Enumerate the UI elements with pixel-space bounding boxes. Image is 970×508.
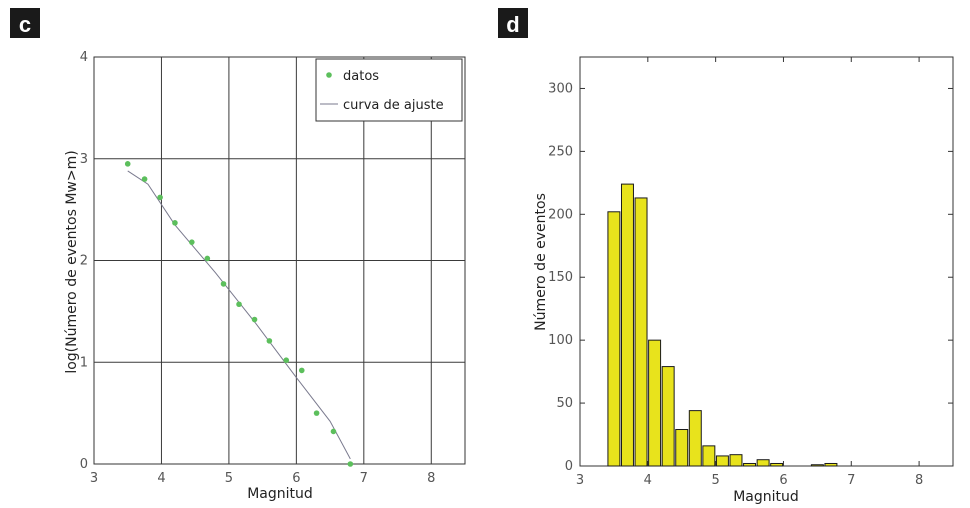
chart-d-y-tick-label: 150	[548, 270, 573, 285]
chart-c-grid	[94, 57, 465, 464]
chart-d-x-tick-label: 3	[576, 473, 584, 488]
chart-d-x-tick-label: 8	[915, 473, 923, 488]
chart-c-data-point	[298, 367, 305, 374]
chart-c-data-point	[236, 301, 242, 308]
chart-d-bars	[607, 183, 838, 467]
chart-c-y-tick-label: 4	[80, 50, 88, 65]
chart-c-legend-marker-datos	[326, 72, 332, 78]
chart-d-bar	[743, 462, 757, 467]
chart-c-legend: datos curva de ajuste	[315, 58, 463, 122]
panel-c-tag: c	[10, 8, 40, 38]
panel-d-tag: d	[498, 8, 528, 38]
chart-d-x-axis-label: Magnitud	[733, 489, 799, 505]
chart-c-x-tick-label: 4	[157, 471, 165, 486]
chart-d-y-axis-label: Número de eventos	[533, 193, 549, 331]
chart-c-data-points	[124, 161, 354, 467]
chart-c-x-tick-label: 6	[292, 471, 300, 486]
chart-d-x-tick-label: 4	[644, 473, 652, 488]
chart-d-bar	[702, 445, 716, 467]
chart-d-bar	[688, 410, 702, 467]
chart-c-fit-line	[127, 170, 351, 460]
chart-d-y-tick-label: 200	[548, 207, 573, 222]
chart-c-data-point	[220, 281, 227, 287]
chart-c-y-tick-label: 2	[80, 254, 88, 269]
chart-c-legend-label-datos: datos	[343, 69, 379, 84]
chart-c-data-point	[124, 161, 131, 167]
chart-d-bar	[620, 183, 634, 467]
chart-c-data-point	[283, 357, 290, 364]
chart-d-bar	[715, 455, 729, 467]
chart-d-bar	[607, 211, 621, 467]
chart-c-data-point	[172, 220, 178, 226]
chart-d-bar	[770, 462, 784, 467]
chart-d-bar	[661, 366, 675, 467]
chart-d-histogram: 3 4 5 6 7 8 0 50 100 150 200 250 300 Magnitud Númer…	[533, 56, 954, 505]
chart-c-log-cumulative: 3 4 5 6 7 8 0 1 2 3 4 Magnitud log(Número de even…	[64, 50, 466, 502]
chart-d-bar	[634, 197, 648, 467]
chart-c-y-axis-label: log(Número de eventos Mw>m)	[64, 150, 80, 373]
chart-c-y-tick-label: 1	[80, 355, 88, 370]
chart-c-data-point	[157, 194, 163, 201]
chart-d-bar	[729, 454, 743, 467]
chart-d-y-tick-label: 250	[548, 144, 573, 159]
chart-c-y-ticks: 0 1 2 3 4	[80, 50, 88, 472]
chart-d-bar	[756, 459, 770, 467]
chart-d-y-tick-label: 100	[548, 333, 573, 348]
chart-d-y-tick-label: 0	[565, 459, 573, 474]
chart-c-data-point	[204, 255, 211, 262]
chart-c-data-point	[330, 428, 337, 435]
chart-d-x-tick-label: 5	[711, 473, 719, 488]
chart-c-data-point	[189, 239, 195, 245]
chart-c-data-point	[313, 410, 320, 416]
chart-d-bar	[824, 462, 838, 467]
chart-d-y-ticks: 0 50 100 150 200 250 300	[548, 81, 953, 474]
chart-c-x-tick-label: 7	[360, 471, 368, 486]
chart-d-x-tick-label: 6	[779, 473, 787, 488]
chart-c-data-point	[251, 316, 258, 323]
chart-c-y-tick-label: 3	[80, 152, 88, 167]
chart-c-y-tick-label: 0	[80, 457, 88, 472]
chart-c-x-tick-label: 3	[90, 471, 98, 486]
chart-c-x-ticks: 3 4 5 6 7 8	[90, 471, 436, 486]
chart-c-data-point	[347, 461, 354, 467]
chart-d-bar	[648, 339, 662, 467]
chart-d-x-tick-label: 7	[847, 473, 855, 488]
chart-c-data-point	[141, 176, 148, 182]
chart-c-legend-box	[315, 58, 463, 122]
panel-d-letter: d	[506, 12, 519, 37]
chart-c-x-tick-label: 8	[427, 471, 435, 486]
chart-d-x-ticks: 3 4 5 6 7 8	[576, 57, 923, 488]
chart-c-data-point	[266, 338, 273, 344]
chart-d-bar	[675, 429, 689, 467]
chart-c-x-axis-label: Magnitud	[247, 486, 313, 502]
chart-c-legend-label-fit: curva de ajuste	[343, 98, 444, 113]
chart-d-bar	[810, 464, 824, 467]
panel-c-letter: c	[19, 12, 31, 37]
chart-d-y-tick-label: 50	[556, 396, 573, 411]
chart-c-x-tick-label: 5	[225, 471, 233, 486]
chart-d-y-tick-label: 300	[548, 81, 573, 96]
